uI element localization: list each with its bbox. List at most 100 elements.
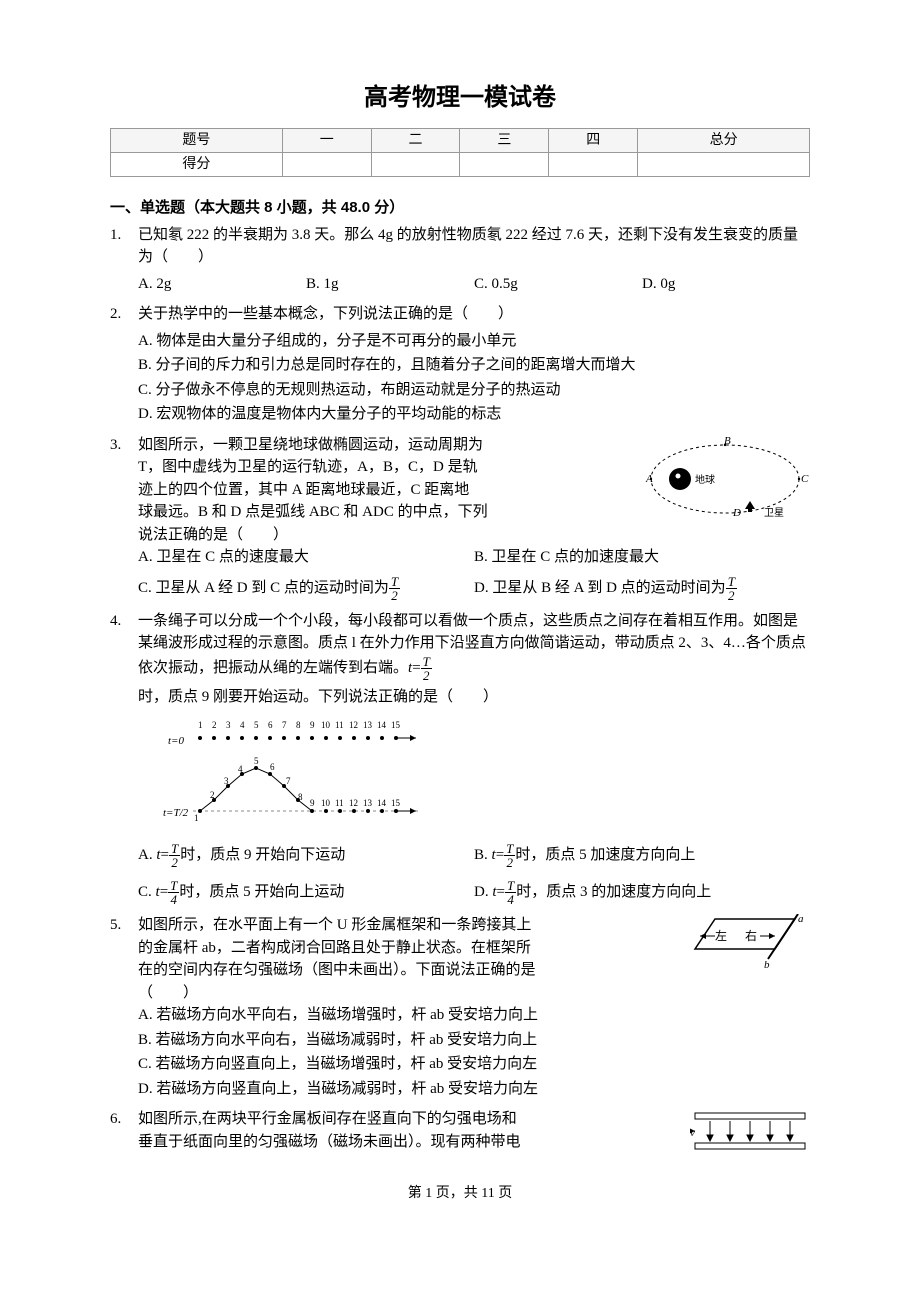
svg-text:a: a xyxy=(798,914,804,925)
score-table: 题号 一 二 三 四 总分 得分 xyxy=(110,128,810,177)
svg-text:9: 9 xyxy=(310,720,315,730)
svg-text:15: 15 xyxy=(391,798,401,808)
question-text: 关于热学中的一些基本概念，下列说法正确的是（ ） xyxy=(138,303,810,326)
option-b: B. t=T2时，质点 5 加速度方向向上 xyxy=(474,842,810,869)
svg-text:8: 8 xyxy=(296,720,301,730)
question-number: 3. xyxy=(110,434,138,604)
table-cell xyxy=(638,153,810,177)
option-a: A. t=T2时，质点 9 开始向下运动 xyxy=(138,842,474,869)
question-text-line: （ ） xyxy=(138,982,672,1005)
option-a: A. 卫星在 C 点的速度最大 xyxy=(138,546,474,569)
svg-text:5: 5 xyxy=(254,720,259,730)
svg-text:12: 12 xyxy=(349,798,358,808)
svg-text:2: 2 xyxy=(212,720,217,730)
question-text-line: 说法正确的是（ ） xyxy=(138,524,632,547)
svg-text:11: 11 xyxy=(335,798,344,808)
table-header: 总分 xyxy=(638,129,810,153)
question-text-line: 如图所示，一颗卫星绕地球做椭圆运动，运动周期为 xyxy=(138,434,632,457)
table-cell xyxy=(460,153,549,177)
page-title: 高考物理一模试卷 xyxy=(110,80,810,116)
question-number: 2. xyxy=(110,303,138,428)
option-a: A. 2g xyxy=(138,273,306,296)
svg-text:t=0: t=0 xyxy=(168,735,184,747)
question-number: 6. xyxy=(110,1108,138,1153)
svg-text:1: 1 xyxy=(198,720,203,730)
option-d: D. 宏观物体的温度是物体内大量分子的平均动能的标志 xyxy=(138,403,810,426)
option-d: D. 卫星从 B 经 A 到 D 点的运动时间为T2 xyxy=(474,575,810,602)
svg-text:6: 6 xyxy=(270,762,275,772)
table-cell xyxy=(371,153,460,177)
option-c: C. 卫星从 A 经 D 到 C 点的运动时间为T2 xyxy=(138,575,474,602)
svg-text:15: 15 xyxy=(391,720,401,730)
option-c: C. t=T4时，质点 5 开始向上运动 xyxy=(138,879,474,906)
question-text-line: 如图所示,在两块平行金属板间存在竖直向下的匀强电场和 xyxy=(138,1108,682,1131)
wave-figure: t=0 123 456 789 101112 131415 t= xyxy=(138,716,810,826)
question-number: 4. xyxy=(110,610,138,909)
option-b: B. 若磁场方向水平向右，当磁场减弱时，杆 ab 受安培力向上 xyxy=(138,1029,810,1052)
svg-text:右: 右 xyxy=(745,928,757,943)
earth-label: 地球 xyxy=(695,473,715,486)
question-3: 3. 如图所示，一颗卫星绕地球做椭圆运动，运动周期为 T，图中虚线为卫星的运行轨… xyxy=(110,434,810,604)
option-d: D. 若磁场方向竖直向上，当磁场减弱时，杆 ab 受安培力向左 xyxy=(138,1078,810,1101)
table-header: 题号 xyxy=(111,129,283,153)
table-header: 四 xyxy=(549,129,638,153)
table-cell: 得分 xyxy=(111,153,283,177)
table-header: 三 xyxy=(460,129,549,153)
svg-text:b: b xyxy=(764,959,770,969)
svg-text:9: 9 xyxy=(310,798,315,808)
option-a: A. 物体是由大量分子组成的，分子是不可再分的最小单元 xyxy=(138,330,810,353)
question-4: 4. 一条绳子可以分成一个个小段，每小段都可以看做一个质点，这些质点之间存在着相… xyxy=(110,610,810,909)
svg-text:10: 10 xyxy=(321,720,331,730)
question-text-line: 迹上的四个位置，其中 A 距离地球最近，C 距离地 xyxy=(138,479,632,502)
section-header: 一、单选题（本大题共 8 小题，共 48.0 分） xyxy=(110,197,810,220)
option-b: B. 卫星在 C 点的加速度最大 xyxy=(474,546,810,569)
question-2: 2. 关于热学中的一些基本概念，下列说法正确的是（ ） A. 物体是由大量分子组… xyxy=(110,303,810,428)
question-text-line: 的金属杆 ab，二者构成闭合回路且处于静止状态。在框架所 xyxy=(138,937,672,960)
svg-text:5: 5 xyxy=(254,756,259,766)
svg-text:7: 7 xyxy=(282,720,287,730)
svg-text:14: 14 xyxy=(377,798,387,808)
question-number: 1. xyxy=(110,224,138,298)
table-cell xyxy=(282,153,371,177)
question-5: 5. 如图所示，在水平面上有一个 U 形金属框架和一条跨接其上 的金属杆 ab，… xyxy=(110,914,810,1102)
question-text-line: 垂直于纸面向里的匀强磁场（磁场未画出）。现有两种带电 xyxy=(138,1131,682,1154)
svg-text:13: 13 xyxy=(363,720,373,730)
svg-text:1: 1 xyxy=(194,813,199,823)
question-text-line: 在的空间内存在匀强磁场（图中未画出）。下面说法正确的是 xyxy=(138,959,672,982)
question-text: 一条绳子可以分成一个个小段，每小段都可以看做一个质点，这些质点之间存在着相互作用… xyxy=(138,610,810,682)
table-header: 一 xyxy=(282,129,371,153)
option-a: A. 若磁场方向水平向右，当磁场增强时，杆 ab 受安培力向上 xyxy=(138,1004,810,1027)
capacitor-figure: v xyxy=(690,1108,810,1153)
question-text-line: T，图中虚线为卫星的运行轨迹，A，B，C，D 是轨 xyxy=(138,456,632,479)
question-1: 1. 已知氡 222 的半衰期为 3.8 天。那么 4g 的放射性物质氡 222… xyxy=(110,224,810,298)
svg-text:11: 11 xyxy=(335,720,344,730)
question-text: 时，质点 9 刚要开始运动。下列说法正确的是（ ） xyxy=(138,686,810,709)
svg-text:6: 6 xyxy=(268,720,273,730)
option-c: C. 分子做永不停息的无规则热运动，布朗运动就是分子的热运动 xyxy=(138,379,810,402)
table-cell xyxy=(549,153,638,177)
svg-text:3: 3 xyxy=(226,720,231,730)
svg-text:2: 2 xyxy=(210,790,215,800)
svg-text:7: 7 xyxy=(286,776,291,786)
question-number: 5. xyxy=(110,914,138,1102)
option-b: B. 1g xyxy=(306,273,474,296)
svg-text:C: C xyxy=(801,473,809,485)
svg-text:3: 3 xyxy=(224,776,229,786)
svg-text:10: 10 xyxy=(321,798,331,808)
question-text-line: 球最远。B 和 D 点是弧线 ABC 和 ADC 的中点，下列 xyxy=(138,501,632,524)
svg-text:13: 13 xyxy=(363,798,373,808)
orbit-figure: 地球 A B C D 卫星 xyxy=(640,434,810,547)
svg-text:4: 4 xyxy=(238,764,243,774)
option-d: D. t=T4时，质点 3 的加速度方向向上 xyxy=(474,879,810,906)
option-c: C. 若磁场方向竖直向上，当磁场增强时，杆 ab 受安培力向左 xyxy=(138,1053,810,1076)
question-6: 6. 如图所示,在两块平行金属板间存在竖直向下的匀强电场和 垂直于纸面向里的匀强… xyxy=(110,1108,810,1153)
svg-text:4: 4 xyxy=(240,720,245,730)
satellite-label: 卫星 xyxy=(764,507,784,519)
option-c: C. 0.5g xyxy=(474,273,642,296)
page-footer: 第 1 页，共 11 页 xyxy=(110,1183,810,1204)
svg-text:12: 12 xyxy=(349,720,358,730)
u-frame-figure: a b 左 右 xyxy=(680,914,810,1004)
question-text: 已知氡 222 的半衰期为 3.8 天。那么 4g 的放射性物质氡 222 经过… xyxy=(138,224,810,269)
svg-text:左: 左 xyxy=(715,928,727,943)
svg-text:D: D xyxy=(732,507,741,519)
